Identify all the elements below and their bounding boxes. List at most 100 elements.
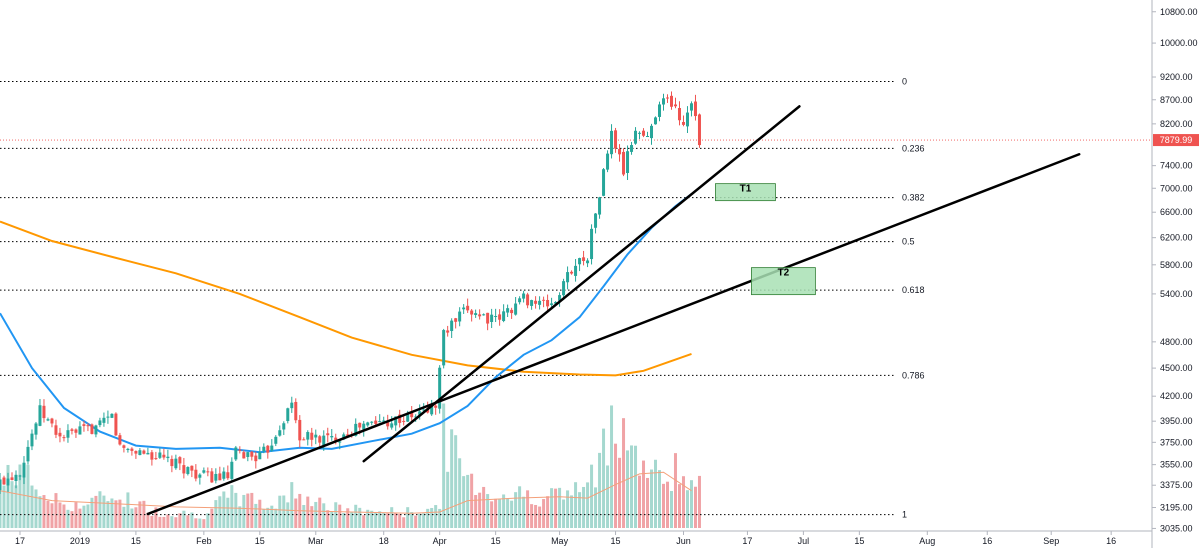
volume-bar <box>290 482 294 528</box>
volume-bar <box>642 460 646 528</box>
candle-body <box>610 130 614 155</box>
volume-bar <box>378 511 382 528</box>
fib-level-label: 0.236 <box>902 143 925 153</box>
candle-body <box>162 454 166 458</box>
candle-body <box>70 429 74 431</box>
volume-bar <box>154 507 158 528</box>
candle-body <box>514 303 518 315</box>
candle-body <box>594 213 598 228</box>
volume-bar <box>665 481 669 528</box>
volume-bar <box>346 508 350 528</box>
candle-body <box>0 479 2 491</box>
volume-bar <box>426 508 430 528</box>
volume-bar <box>262 509 266 528</box>
volume-bar <box>162 516 166 528</box>
volume-bar <box>574 482 578 528</box>
volume-bar <box>522 496 526 528</box>
candle-body <box>466 305 470 311</box>
time-tick-label: 16 <box>982 536 992 546</box>
time-tick-label: 15 <box>611 536 621 546</box>
volume-bar <box>234 492 238 528</box>
candle-body <box>562 281 566 296</box>
trendline[interactable] <box>146 153 1081 516</box>
volume-bar <box>214 500 218 528</box>
volume-bar <box>406 507 410 528</box>
candle-body <box>574 265 578 276</box>
price-axis[interactable]: 10800.00 10000.00 9200.00 8700.00 8200.00 740… <box>1151 0 1199 548</box>
volume-bar <box>358 507 362 528</box>
volume-bar <box>250 492 254 528</box>
volume-bar <box>310 506 314 528</box>
price-tick-label: 9200.00 <box>1160 72 1193 82</box>
candle-body <box>642 130 646 136</box>
volume-bar <box>534 504 538 528</box>
price-tick-label: 3550.00 <box>1160 460 1193 470</box>
candle-body <box>118 435 122 445</box>
candle-body <box>582 257 586 262</box>
candle-body <box>178 457 182 464</box>
candle-body <box>358 422 362 428</box>
target-zone-box[interactable] <box>751 267 816 296</box>
volume-bar <box>626 450 630 528</box>
candle-body <box>606 153 610 170</box>
candle-body <box>10 477 14 480</box>
candle-body <box>282 423 286 430</box>
trendlines[interactable] <box>146 105 1081 516</box>
candle-body <box>138 450 142 456</box>
volume-bar <box>126 492 130 528</box>
fib-level-label: 0 <box>902 76 907 86</box>
volume-bar <box>486 494 490 528</box>
candle-body <box>50 418 54 424</box>
volume-bar <box>258 499 262 528</box>
volume-bar <box>562 499 566 528</box>
candle-body <box>86 425 90 427</box>
volume-bar <box>494 498 498 528</box>
volume-bar <box>542 499 546 528</box>
candle-body <box>677 108 681 121</box>
volume-bar <box>622 418 626 528</box>
volume-bar <box>558 487 562 528</box>
price-tick-label: 4500.00 <box>1160 363 1193 373</box>
volume-bar <box>282 495 286 528</box>
ma-slow-line <box>0 220 692 377</box>
candle-body <box>58 432 62 437</box>
time-axis[interactable]: 17 2019 15 Feb 15 Mar 18 Apr 15 May 15 Jun 17 Jul 15 Au… <box>0 530 1152 546</box>
volume-bar <box>634 445 638 528</box>
volume-bar <box>46 500 50 528</box>
volume-bar <box>306 496 310 528</box>
target-zone-box[interactable] <box>715 183 776 202</box>
last-price-tag-label: 7879.99 <box>1160 135 1193 145</box>
candle-body <box>665 97 669 99</box>
target-zones[interactable]: T1 T2 <box>715 183 816 296</box>
volume-bar <box>526 490 530 528</box>
candle-body <box>482 314 486 316</box>
trendline[interactable] <box>362 105 801 463</box>
candle-body <box>62 437 66 439</box>
volume-bar <box>62 504 66 528</box>
candle-body <box>650 125 654 139</box>
candle-body <box>374 420 378 424</box>
volume-bar <box>478 492 482 528</box>
candle-body <box>270 445 274 451</box>
volume-bar <box>434 505 438 528</box>
volume-bar <box>54 493 58 528</box>
volume-bar <box>354 504 358 528</box>
volume-bar <box>334 502 338 528</box>
candle-body <box>146 452 150 455</box>
volume-bar <box>697 475 701 528</box>
volume-bar <box>42 495 46 528</box>
volume-bar <box>210 508 214 528</box>
volume-bar <box>314 501 318 528</box>
price-tick-label: 7400.00 <box>1160 161 1193 171</box>
volume-bar <box>598 452 602 528</box>
volume-bar <box>689 480 693 528</box>
volume-bar <box>342 512 346 528</box>
volume-bar <box>430 507 434 528</box>
candle-body <box>74 429 78 433</box>
candle-body <box>262 446 266 452</box>
candle-body <box>438 367 442 409</box>
volume-bar <box>158 516 162 528</box>
candle-body <box>646 135 650 137</box>
